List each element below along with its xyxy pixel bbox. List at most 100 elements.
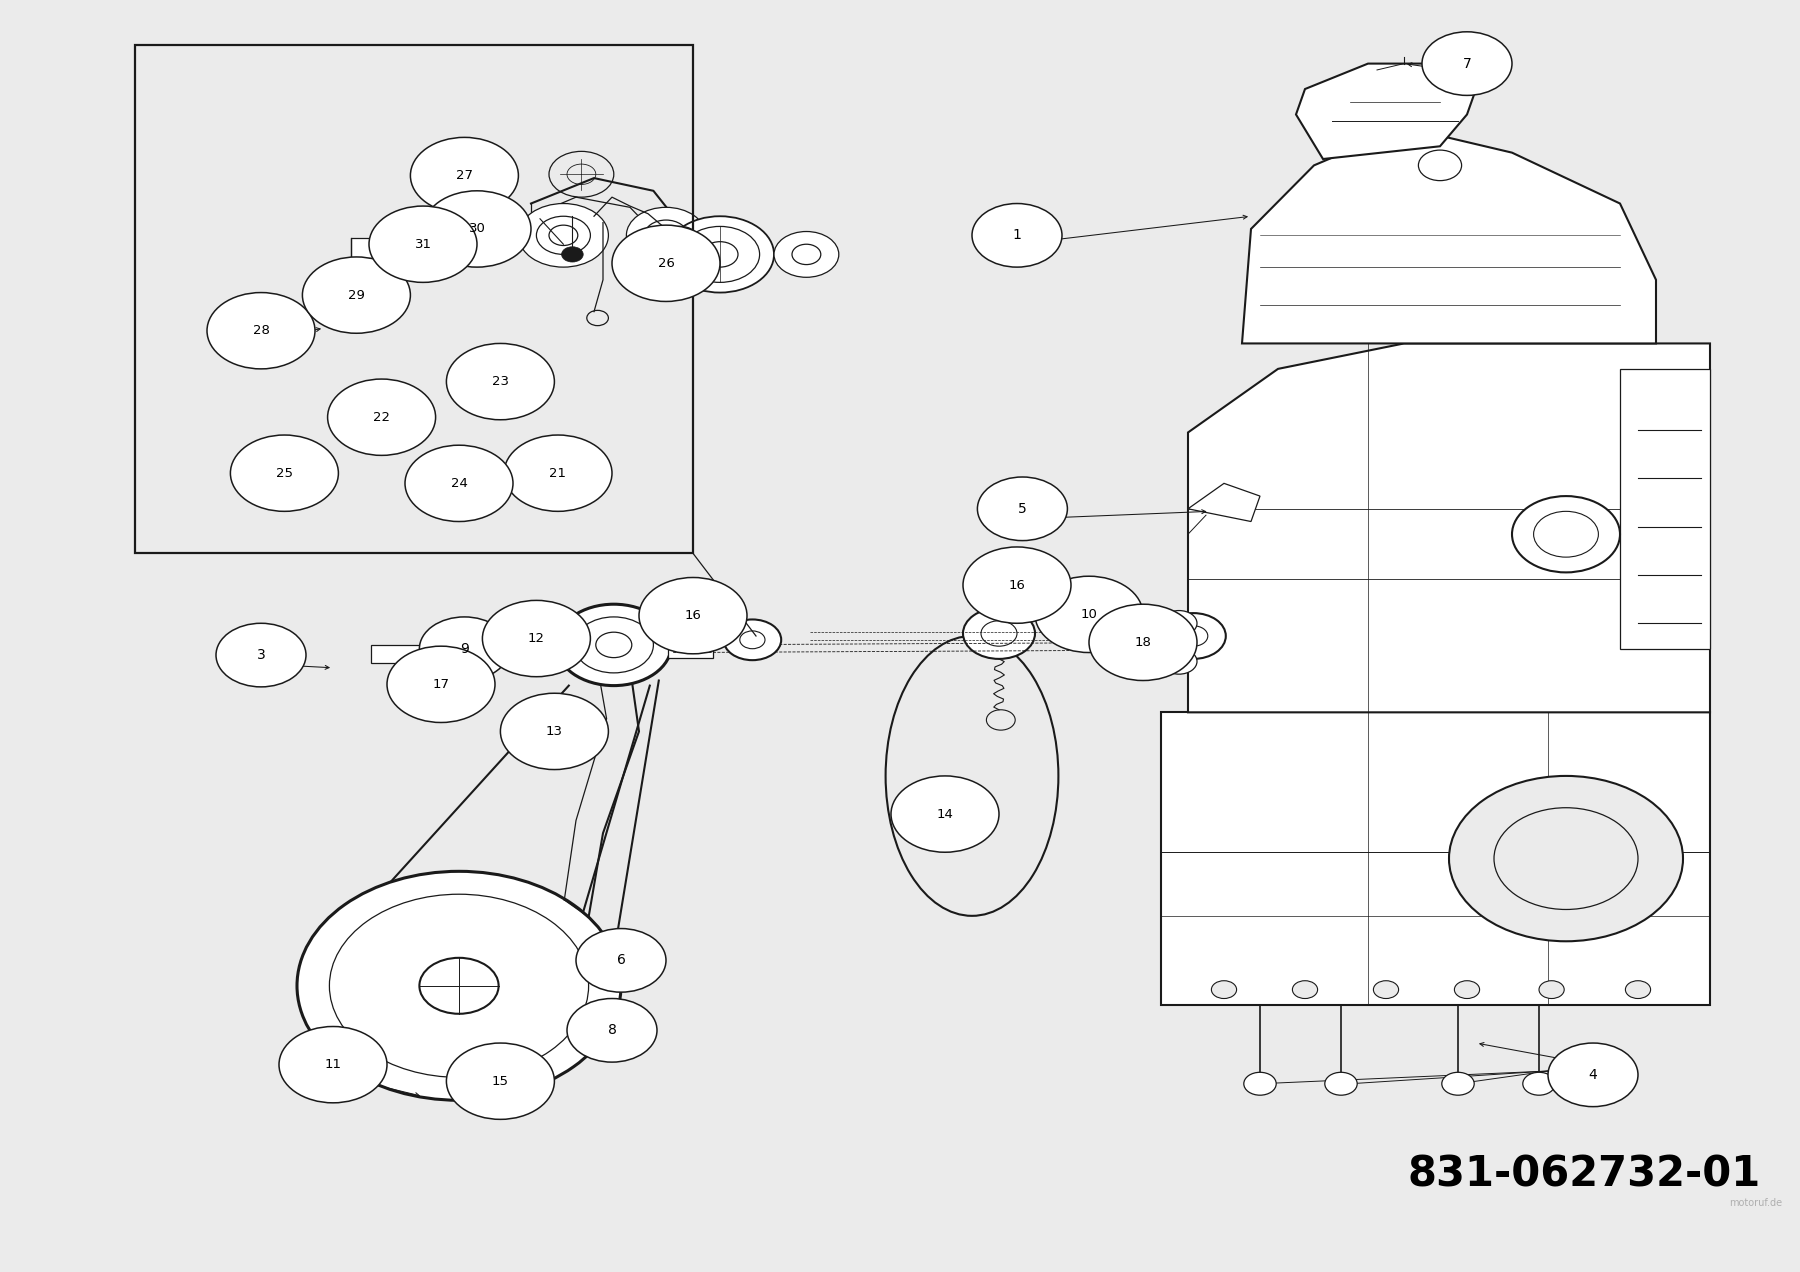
- Bar: [351, 238, 419, 258]
- Circle shape: [369, 206, 477, 282]
- Text: 18: 18: [1134, 636, 1152, 649]
- Circle shape: [230, 435, 338, 511]
- Circle shape: [549, 225, 578, 245]
- Circle shape: [216, 623, 306, 687]
- Circle shape: [1523, 1072, 1555, 1095]
- Circle shape: [981, 621, 1017, 646]
- Bar: [135, 45, 693, 553]
- Text: 8: 8: [608, 1023, 616, 1038]
- Polygon shape: [1161, 712, 1710, 1005]
- Circle shape: [448, 219, 488, 247]
- Circle shape: [497, 628, 551, 667]
- Circle shape: [1454, 981, 1480, 999]
- Circle shape: [792, 244, 821, 265]
- Text: motoruf.de: motoruf.de: [1728, 1198, 1782, 1208]
- Text: 28: 28: [252, 324, 270, 337]
- Circle shape: [977, 477, 1067, 541]
- Circle shape: [1161, 613, 1226, 659]
- Polygon shape: [1296, 64, 1476, 159]
- Polygon shape: [1188, 483, 1260, 522]
- Circle shape: [504, 435, 612, 511]
- Text: 14: 14: [936, 808, 954, 820]
- Circle shape: [1422, 32, 1512, 95]
- Circle shape: [963, 547, 1071, 623]
- Circle shape: [612, 225, 720, 301]
- Circle shape: [666, 216, 774, 293]
- Circle shape: [1035, 576, 1143, 653]
- Text: 11: 11: [324, 1058, 342, 1071]
- Circle shape: [328, 379, 436, 455]
- Text: 7: 7: [1463, 56, 1471, 71]
- Text: 30: 30: [468, 223, 486, 235]
- Circle shape: [207, 293, 315, 369]
- Circle shape: [410, 137, 518, 214]
- Text: 4: 4: [1589, 1067, 1597, 1082]
- Text: 16: 16: [684, 609, 702, 622]
- Bar: [668, 632, 713, 658]
- Circle shape: [576, 929, 666, 992]
- Circle shape: [702, 242, 738, 267]
- Circle shape: [724, 619, 781, 660]
- Text: 3: 3: [257, 647, 265, 663]
- Circle shape: [574, 617, 653, 673]
- Circle shape: [446, 343, 554, 420]
- Text: 831-062732-01: 831-062732-01: [1408, 1154, 1760, 1196]
- Circle shape: [1534, 511, 1598, 557]
- Circle shape: [1292, 981, 1318, 999]
- Circle shape: [1211, 981, 1237, 999]
- Circle shape: [1325, 1072, 1357, 1095]
- Text: 23: 23: [491, 375, 509, 388]
- Circle shape: [680, 226, 760, 282]
- Circle shape: [482, 600, 590, 677]
- Text: 21: 21: [549, 467, 567, 480]
- Circle shape: [774, 232, 839, 277]
- Text: 25: 25: [275, 467, 293, 480]
- Text: 12: 12: [527, 632, 545, 645]
- Text: 1: 1: [1013, 228, 1021, 243]
- Polygon shape: [1620, 369, 1710, 649]
- Circle shape: [419, 958, 499, 1014]
- Text: 26: 26: [657, 257, 675, 270]
- Circle shape: [446, 1043, 554, 1119]
- Bar: [371, 645, 434, 663]
- Circle shape: [740, 631, 765, 649]
- Polygon shape: [1242, 127, 1656, 343]
- Text: 6: 6: [617, 953, 625, 968]
- Circle shape: [1548, 1043, 1638, 1107]
- Circle shape: [639, 577, 747, 654]
- Text: 10: 10: [1080, 608, 1098, 621]
- Text: 24: 24: [450, 477, 468, 490]
- Circle shape: [518, 204, 608, 267]
- Text: 16: 16: [1008, 579, 1026, 591]
- Text: 17: 17: [432, 678, 450, 691]
- Circle shape: [1161, 649, 1197, 674]
- Circle shape: [387, 646, 495, 722]
- Polygon shape: [1188, 343, 1710, 712]
- Circle shape: [1512, 496, 1620, 572]
- Circle shape: [1373, 981, 1399, 999]
- Circle shape: [1539, 981, 1564, 999]
- Circle shape: [644, 220, 688, 251]
- Circle shape: [297, 871, 621, 1100]
- Text: 15: 15: [491, 1075, 509, 1088]
- Circle shape: [1179, 626, 1208, 646]
- Circle shape: [626, 207, 706, 263]
- Circle shape: [1442, 1072, 1474, 1095]
- Circle shape: [891, 776, 999, 852]
- Circle shape: [1161, 611, 1197, 636]
- Circle shape: [556, 604, 671, 686]
- Circle shape: [1244, 1072, 1276, 1095]
- Circle shape: [511, 639, 536, 656]
- Circle shape: [972, 204, 1062, 267]
- Text: 27: 27: [455, 169, 473, 182]
- Text: 31: 31: [414, 238, 432, 251]
- Text: 22: 22: [373, 411, 391, 424]
- Circle shape: [542, 627, 585, 658]
- Circle shape: [432, 207, 504, 258]
- Circle shape: [567, 999, 657, 1062]
- Circle shape: [423, 191, 531, 267]
- Circle shape: [963, 608, 1035, 659]
- Circle shape: [405, 445, 513, 522]
- Circle shape: [329, 894, 589, 1077]
- Circle shape: [279, 1027, 387, 1103]
